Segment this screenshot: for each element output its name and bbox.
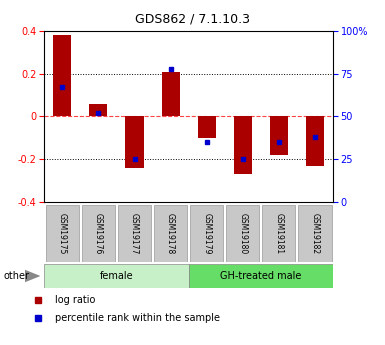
Bar	[226, 205, 259, 262]
Text: GSM19181: GSM19181	[275, 213, 283, 254]
Text: GSM19176: GSM19176	[94, 213, 103, 254]
Bar	[126, 117, 144, 168]
Bar	[306, 117, 324, 166]
Bar	[234, 117, 252, 174]
Text: GSM19178: GSM19178	[166, 213, 175, 254]
Text: GSM19180: GSM19180	[238, 213, 247, 254]
Bar	[53, 35, 71, 117]
Bar	[118, 205, 151, 262]
Bar	[44, 264, 189, 288]
Text: GSM19182: GSM19182	[310, 213, 320, 254]
Text: percentile rank within the sample: percentile rank within the sample	[55, 313, 219, 323]
Bar	[270, 117, 288, 155]
Bar	[190, 205, 223, 262]
Text: GSM19179: GSM19179	[202, 213, 211, 254]
Text: log ratio: log ratio	[55, 295, 95, 305]
Bar	[162, 72, 180, 117]
Bar	[198, 117, 216, 138]
Text: GDS862 / 7.1.10.3: GDS862 / 7.1.10.3	[135, 12, 250, 25]
Bar	[189, 264, 333, 288]
Bar	[82, 205, 115, 262]
Text: GSM19177: GSM19177	[130, 213, 139, 254]
Polygon shape	[25, 270, 40, 282]
Text: other: other	[4, 271, 30, 281]
Bar	[154, 205, 187, 262]
Bar	[298, 205, 331, 262]
Bar	[46, 205, 79, 262]
Bar	[262, 205, 296, 262]
Text: GH-treated male: GH-treated male	[220, 271, 301, 281]
Text: female: female	[100, 271, 133, 281]
Text: GSM19175: GSM19175	[58, 213, 67, 254]
Bar	[89, 104, 107, 117]
